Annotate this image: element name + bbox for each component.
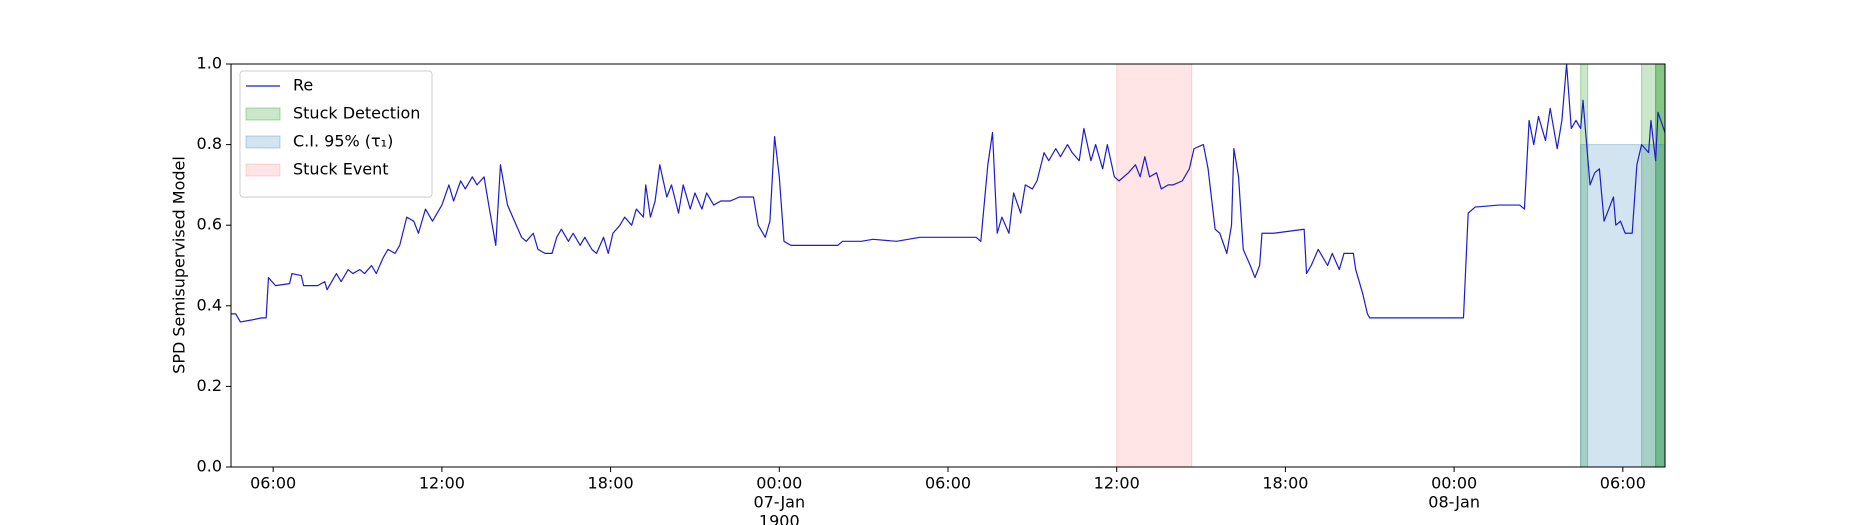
y-axis-label: SPD Semisupervised Model xyxy=(170,156,189,374)
x-tick-label: 00:00 xyxy=(1431,474,1477,493)
legend-swatch xyxy=(245,107,281,121)
legend-box xyxy=(239,70,433,198)
span xyxy=(1116,63,1193,468)
x-tick-label: 1900 xyxy=(759,512,800,525)
legend-label: C.I. 95% (τ₁) xyxy=(293,132,393,151)
x-tick-label: 06:00 xyxy=(250,474,296,493)
legend-swatch xyxy=(245,135,281,149)
line xyxy=(231,63,1666,323)
x-tick-label: 18:00 xyxy=(588,474,634,493)
x-tick-label: 00:00 xyxy=(756,474,802,493)
legend-label: Re xyxy=(293,76,313,95)
y-tick-label: 0.2 xyxy=(197,376,222,395)
x-tick-label: 18:00 xyxy=(1262,474,1308,493)
x-tick-label: 06:00 xyxy=(925,474,971,493)
legend-swatch xyxy=(245,163,281,177)
x-tick-label: 07-Jan xyxy=(753,493,805,512)
x-tick-label: 06:00 xyxy=(1600,474,1646,493)
x-tick-label: 12:00 xyxy=(419,474,465,493)
y-tick-label: 1.0 xyxy=(197,54,222,73)
y-tick-label: 0.4 xyxy=(197,295,222,314)
x-tick-label: 12:00 xyxy=(1094,474,1140,493)
legend-label: Stuck Detection xyxy=(293,104,420,123)
x-tick-label: 08-Jan xyxy=(1428,493,1480,512)
y-tick-label: 0.6 xyxy=(197,215,222,234)
plot-frame xyxy=(230,63,1666,468)
y-tick-label: 0.0 xyxy=(197,457,222,476)
y-tick-label: 0.8 xyxy=(197,134,222,153)
span xyxy=(1580,144,1666,468)
legend-label: Stuck Event xyxy=(293,160,389,179)
